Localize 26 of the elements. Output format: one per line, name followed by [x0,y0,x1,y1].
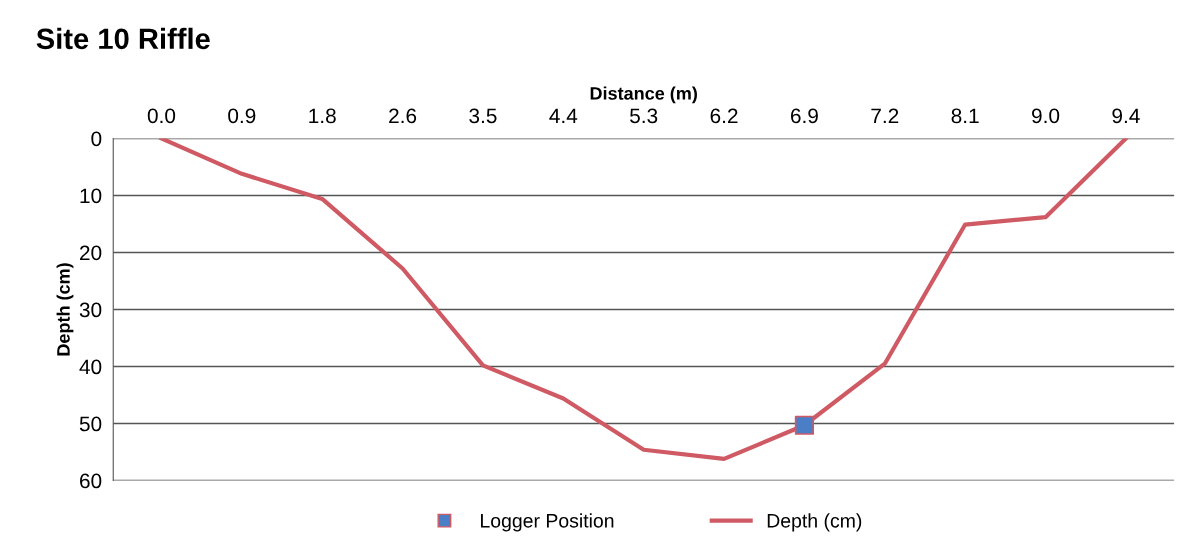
chart-title: Site 10 Riffle [36,27,210,50]
y-tick-label: 50 [79,416,102,432]
y-axis-title: Depth (cm) [56,263,74,356]
x-tick-label: 2.6 [389,108,417,124]
x-tick-label: 6.2 [710,108,738,124]
y-tick-label: 10 [80,188,102,204]
x-tick-label: 6.9 [791,108,818,124]
y-tick-label: 0 [91,131,102,147]
x-tick-label: 9.4 [1112,108,1140,124]
x-tick-label: 4.4 [549,108,578,124]
x-tick-label: 5.3 [630,108,658,124]
x-tick-label: 0.9 [228,108,256,124]
x-tick-label: 9.0 [1032,108,1060,124]
y-tick-label: 40 [79,359,102,375]
x-tick-label: 7.2 [871,108,899,124]
line-series [159,138,1128,461]
x-axis-title: Distance (m) [590,86,697,104]
x-tick-label: 3.5 [469,108,497,124]
x-tick-label: 0.0 [147,108,176,124]
y-tick-label: 30 [79,302,102,318]
y-tick-label: 60 [80,473,102,489]
x-tick-label: 1.8 [309,108,336,124]
y-tick-label: 20 [80,245,102,261]
legend-label: Logger Position [481,513,614,532]
x-tick-label: 8.1 [951,108,979,124]
legend-label: Depth (cm) [767,513,862,532]
